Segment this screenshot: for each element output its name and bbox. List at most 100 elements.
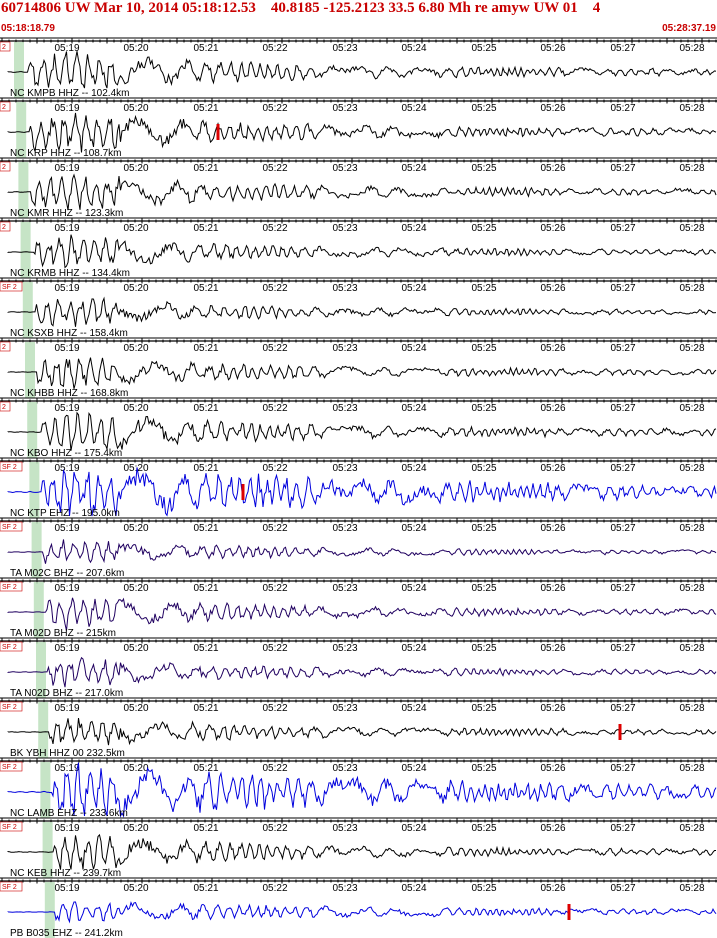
time-tick-label: 05:27 <box>610 643 635 654</box>
time-tick-label: 05:25 <box>471 103 496 114</box>
time-tick-label: 05:21 <box>193 163 218 174</box>
time-tick-label: 05:21 <box>193 283 218 294</box>
time-tick-label: 05:20 <box>123 823 148 834</box>
station-label: TA M02C BHZ -- 207.6km <box>10 568 124 579</box>
time-tick-label: 05:22 <box>262 343 287 354</box>
time-tick-label: 05:26 <box>540 823 565 834</box>
station-label: NC KBO HHZ -- 175.4km <box>10 448 122 459</box>
time-tick-label: 05:27 <box>610 583 635 594</box>
time-tick-label: 05:25 <box>471 283 496 294</box>
arrival-band <box>38 702 49 758</box>
waveform <box>7 901 717 924</box>
time-tick-label: 05:22 <box>262 643 287 654</box>
station-tag: SF 2 <box>2 824 17 831</box>
time-tick-label: 05:19 <box>54 583 79 594</box>
waveform <box>7 234 717 269</box>
time-tick-label: 05:28 <box>679 103 704 114</box>
station-tag-box <box>0 701 23 712</box>
time-tick-label: 05:26 <box>540 583 565 594</box>
time-tick-label: 05:27 <box>610 223 635 234</box>
time-tick-label: 05:21 <box>193 523 218 534</box>
time-tick-label: 05:21 <box>193 223 218 234</box>
station-tag-box <box>0 341 11 352</box>
station-label: NC KMPB HHZ -- 102.4km <box>10 88 129 99</box>
arrival-band <box>44 882 55 938</box>
arrival-band <box>14 42 24 98</box>
station-label: NC KEB HHZ -- 239.7km <box>10 868 121 879</box>
arrival-band <box>18 162 29 218</box>
time-tick-label: 05:25 <box>471 823 496 834</box>
time-tick-label: 05:28 <box>679 343 704 354</box>
station-tag-box <box>0 521 23 532</box>
waveform <box>7 411 717 451</box>
waveform <box>7 656 717 688</box>
time-tick-label: 05:23 <box>332 523 357 534</box>
time-tick-label: 05:22 <box>262 463 287 474</box>
time-tick-label: 05:24 <box>401 43 426 54</box>
arrival-band <box>16 102 27 158</box>
time-tick-label: 05:21 <box>193 103 218 114</box>
time-tick-label: 05:20 <box>123 343 148 354</box>
time-tick-label: 05:27 <box>610 403 635 414</box>
time-tick-label: 05:28 <box>679 703 704 714</box>
time-tick-label: 05:19 <box>54 823 79 834</box>
time-tick-label: 05:25 <box>471 703 496 714</box>
station-tag: 2 <box>2 44 6 51</box>
arrival-band <box>31 522 42 578</box>
time-tick-label: 05:25 <box>471 163 496 174</box>
station-tag-box <box>0 221 11 232</box>
waveform <box>7 597 717 631</box>
trace-row: 05:19 05:20 05:21 05:22 05:23 05:24 05:25 05:26… <box>0 757 717 819</box>
station-tag-box <box>0 41 11 52</box>
time-tick-label: 05:22 <box>262 823 287 834</box>
time-tick-label: 05:21 <box>193 343 218 354</box>
trace-row: 05:19 05:20 05:21 05:22 05:23 05:24 05:25 05:26… <box>0 637 717 699</box>
time-tick-label: 05:20 <box>123 883 148 894</box>
time-tick-label: 05:22 <box>262 223 287 234</box>
trace-row: 05:19 05:20 05:21 05:22 05:23 05:24 05:25 05:26… <box>0 457 717 519</box>
time-tick-label: 05:28 <box>679 763 704 774</box>
time-tick-label: 05:19 <box>54 523 79 534</box>
time-tick-label: 05:27 <box>610 823 635 834</box>
waveform <box>7 357 717 389</box>
time-tick-label: 05:27 <box>610 103 635 114</box>
time-tick-label: 05:21 <box>193 43 218 54</box>
time-tick-label: 05:20 <box>123 103 148 114</box>
time-tick-label: 05:23 <box>332 763 357 774</box>
time-tick-label: 05:23 <box>332 583 357 594</box>
time-tick-label: 05:20 <box>123 463 148 474</box>
end-time-label: 05:28:37.19 <box>662 23 716 34</box>
time-tick-label: 05:24 <box>401 283 426 294</box>
trace-row: 05:19 05:20 05:21 05:22 05:23 05:24 05:25 05:26… <box>0 577 717 639</box>
time-tick-label: 05:25 <box>471 583 496 594</box>
time-tick-label: 05:27 <box>610 163 635 174</box>
time-tick-label: 05:24 <box>401 103 426 114</box>
time-tick-label: 05:28 <box>679 283 704 294</box>
time-tick-label: 05:22 <box>262 763 287 774</box>
station-tag-box <box>0 401 11 412</box>
waveform <box>7 51 717 89</box>
time-tick-label: 05:21 <box>193 643 218 654</box>
time-tick-label: 05:28 <box>679 523 704 534</box>
time-tick-label: 05:24 <box>401 223 426 234</box>
station-label: NC KSXB HHZ -- 158.4km <box>10 328 128 339</box>
time-tick-label: 05:26 <box>540 703 565 714</box>
time-tick-label: 05:22 <box>262 583 287 594</box>
time-tick-label: 05:20 <box>123 283 148 294</box>
trace-row: 05:19 05:20 05:21 05:22 05:23 05:24 05:25 05:26… <box>0 397 717 459</box>
time-tick-label: 05:26 <box>540 283 565 294</box>
arrival-band <box>40 762 51 818</box>
station-tag: SF 2 <box>2 584 17 591</box>
time-tick-label: 05:26 <box>540 523 565 534</box>
time-tick-label: 05:27 <box>610 763 635 774</box>
station-label: PB B035 EHZ -- 241.2km <box>10 928 123 938</box>
time-tick-label: 05:24 <box>401 883 426 894</box>
time-tick-label: 05:28 <box>679 583 704 594</box>
trace-row: 05:19 05:20 05:21 05:22 05:23 05:24 05:25 05:26… <box>0 37 717 99</box>
station-tag: SF 2 <box>2 644 17 651</box>
time-tick-label: 05:21 <box>193 703 218 714</box>
time-tick-label: 05:27 <box>610 283 635 294</box>
time-tick-label: 05:28 <box>679 883 704 894</box>
time-tick-label: 05:23 <box>332 163 357 174</box>
time-tick-label: 05:20 <box>123 223 148 234</box>
